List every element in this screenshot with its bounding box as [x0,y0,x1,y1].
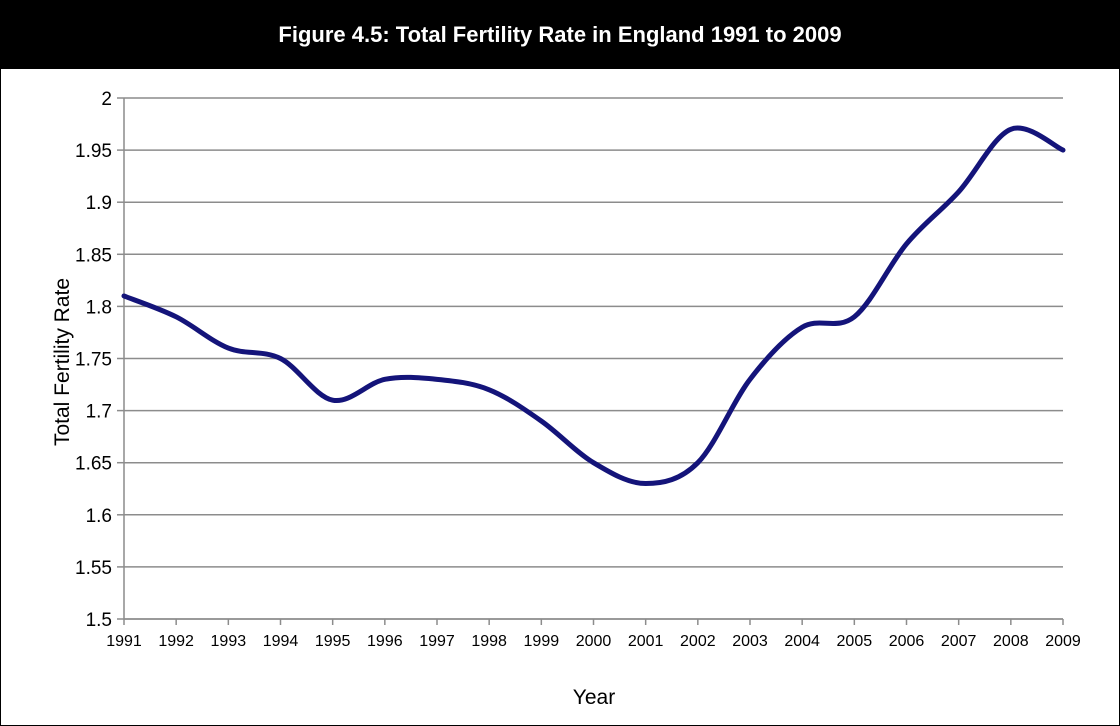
x-tick-label: 2009 [1045,633,1081,650]
data-point [852,314,857,319]
data-point [748,377,753,382]
x-tick-label: 1995 [315,633,351,650]
x-tick-label: 1997 [419,633,455,650]
x-tick-label: 1998 [471,633,507,650]
data-point [330,398,335,403]
y-axis-ticks: 1.5 1.55 1.6 1.65 1.7 1.75 1.8 1.85 1.9 1.95 2 [75,89,124,631]
x-axis-label: Year [573,686,615,709]
chart-title: Figure 4.5: Total Fertility Rate in Engl… [1,1,1119,69]
x-tick-label: 2001 [628,633,664,650]
y-tick-label: 1.85 [75,245,112,266]
y-tick-label: 1.8 [86,297,112,318]
y-tick-label: 1.7 [86,402,112,423]
data-point [956,189,961,194]
y-tick-label: 1.9 [86,193,112,214]
x-tick-label: 2002 [680,633,716,650]
data-point [278,356,283,361]
data-point [174,314,179,319]
data-point [122,293,127,298]
x-tick-label: 2008 [993,633,1029,650]
y-axis-label: Total Fertility Rate [51,278,74,446]
y-tick-label: 2 [101,89,112,110]
data-point [800,325,805,330]
y-tick-label: 1.75 [75,350,112,371]
y-tick-label: 1.65 [75,454,112,475]
data-point [435,377,440,382]
axes [123,98,1063,620]
data-point [591,460,596,465]
x-tick-label: 2004 [784,633,820,650]
data-point [643,481,648,486]
x-tick-label: 2006 [889,633,925,650]
x-tick-label: 1991 [106,633,142,650]
data-point [904,241,909,246]
y-tick-label: 1.5 [86,610,112,631]
gridlines [124,97,1063,620]
x-tick-label: 2003 [732,633,768,650]
x-tick-label: 1996 [367,633,403,650]
y-tick-label: 1.55 [75,558,112,579]
x-axis-ticks: 1991 1992 1993 1994 1995 1996 1997 1998 1999 2000… [106,619,1081,650]
series-line [121,125,1066,487]
y-tick-label: 1.6 [86,506,112,527]
x-tick-label: 2005 [837,633,873,650]
data-point [539,419,544,424]
data-point [695,460,700,465]
x-tick-label: 1993 [211,633,247,650]
x-tick-label: 1994 [263,633,299,650]
data-point [1008,127,1013,132]
data-point [382,377,387,382]
data-point [226,346,231,351]
y-tick-label: 1.95 [75,141,112,162]
series-group [121,125,1066,487]
x-tick-label: 1999 [524,633,560,650]
x-tick-label: 1992 [158,633,194,650]
x-tick-label: 2007 [941,633,977,650]
data-point [487,387,492,392]
x-tick-label: 2000 [576,633,612,650]
data-point [1061,148,1066,153]
line-chart: 1.5 1.55 1.6 1.65 1.7 1.75 1.8 1.85 1.9 1.95 2 199… [51,89,1081,709]
